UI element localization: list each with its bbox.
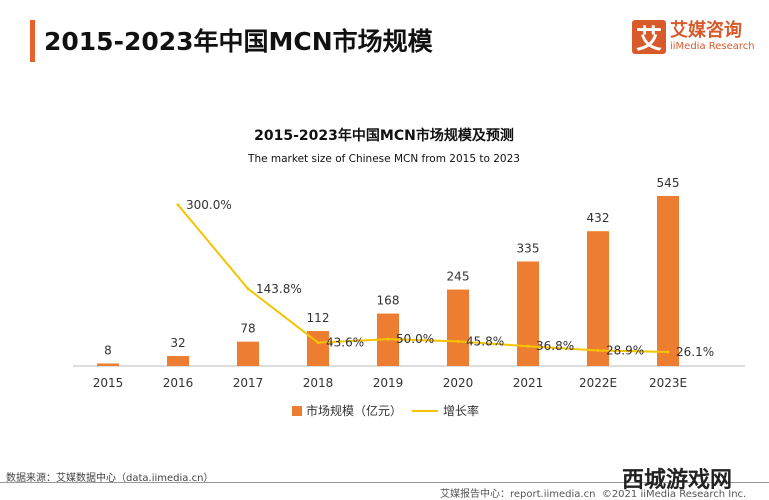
chart-subtitle: The market size of Chinese MCN from 2015… <box>247 153 520 165</box>
growth-label-2016: 300.0% <box>186 198 232 212</box>
bar-2017 <box>237 341 259 366</box>
growth-label-2018: 43.6% <box>326 336 364 350</box>
bar-2018 <box>307 331 329 366</box>
growth-point-2016 <box>176 203 180 207</box>
bar-label-2019: 168 <box>377 294 400 308</box>
bar-label-2022E: 432 <box>587 211 610 225</box>
growth-point-2017 <box>246 287 250 291</box>
x-tick-2019: 2019 <box>373 376 404 390</box>
bar-2016 <box>167 356 189 366</box>
bar-label-2017: 78 <box>240 322 255 336</box>
divider <box>0 482 769 483</box>
growth-point-2019 <box>386 337 390 341</box>
bar-label-2016: 32 <box>170 336 185 350</box>
growth-label-2017: 143.8% <box>256 282 302 296</box>
growth-point-2018 <box>316 341 320 345</box>
bar-2020 <box>447 289 469 366</box>
x-tick-2020: 2020 <box>443 376 474 390</box>
title-accent <box>30 20 35 62</box>
x-tick-2023E: 2023E <box>649 376 687 390</box>
growth-label-2020: 45.8% <box>466 334 504 348</box>
growth-label-2021: 36.8% <box>536 339 574 353</box>
legend-line-label: 增长率 <box>443 403 479 418</box>
report-link: 艾媒报告中心：report.iimedia.cn <box>440 489 596 500</box>
logo-cn: 艾媒咨询 <box>670 20 742 41</box>
data-source: 数据来源：艾媒数据中心（data.iimedia.cn） <box>6 473 214 484</box>
growth-point-2021 <box>526 344 530 348</box>
growth-point-2022E <box>596 348 600 352</box>
bar-label-2023E: 545 <box>657 176 680 190</box>
watermark: 西城游戏网 <box>622 468 733 493</box>
x-tick-2022E: 2022E <box>579 376 617 390</box>
x-tick-2018: 2018 <box>303 376 334 390</box>
x-tick-2015: 2015 <box>93 376 124 390</box>
bar-2015 <box>97 363 119 366</box>
bar-2022E <box>587 231 609 366</box>
x-tick-2017: 2017 <box>233 376 264 390</box>
bar-label-2020: 245 <box>447 270 470 284</box>
chart-title: 2015-2023年中国MCN市场规模及预测 <box>254 127 514 144</box>
bar-label-2015: 8 <box>104 344 112 358</box>
bar-2023E <box>657 195 679 366</box>
legend-bar-swatch <box>292 406 302 416</box>
growth-label-2022E: 28.9% <box>606 343 644 357</box>
page-title: 2015-2023年中国MCN市场规模 <box>44 27 433 56</box>
growth-label-2023E: 26.1% <box>676 345 714 359</box>
growth-point-2023E <box>666 350 670 354</box>
legend-bar-label: 市场规模（亿元） <box>306 403 402 418</box>
bar-label-2021: 335 <box>517 241 540 255</box>
bar-2021 <box>517 261 539 366</box>
x-tick-2021: 2021 <box>513 376 544 390</box>
logo-mark: 艾 <box>632 20 666 55</box>
growth-point-2020 <box>456 339 460 343</box>
growth-line <box>177 204 669 353</box>
logo-en: iiMedia Research <box>670 41 755 52</box>
x-tick-2016: 2016 <box>163 376 194 390</box>
copyright: ©2021 iiMedia Research Inc. <box>601 489 747 500</box>
footer-report: 艾媒报告中心：report.iimedia.cn ©2021 iiMedia R… <box>440 485 746 500</box>
bar-label-2018: 112 <box>307 311 330 325</box>
logo: 艾 艾媒咨询 iiMedia Research <box>632 20 755 55</box>
growth-label-2019: 50.0% <box>396 332 434 346</box>
